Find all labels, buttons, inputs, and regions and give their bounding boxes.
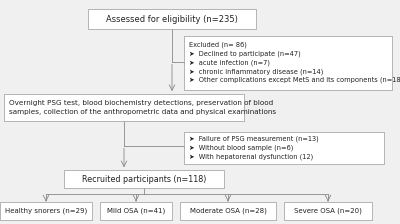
FancyBboxPatch shape bbox=[0, 202, 92, 220]
FancyBboxPatch shape bbox=[64, 170, 224, 188]
Text: Healthy snorers (n=29): Healthy snorers (n=29) bbox=[5, 207, 87, 214]
FancyBboxPatch shape bbox=[100, 202, 172, 220]
FancyBboxPatch shape bbox=[184, 36, 392, 90]
FancyBboxPatch shape bbox=[284, 202, 372, 220]
Text: Mild OSA (n=41): Mild OSA (n=41) bbox=[107, 207, 165, 214]
Text: Assessed for eligibility (n=235): Assessed for eligibility (n=235) bbox=[106, 15, 238, 24]
Text: Recruited participants (n=118): Recruited participants (n=118) bbox=[82, 175, 206, 184]
Text: Moderate OSA (n=28): Moderate OSA (n=28) bbox=[190, 207, 266, 214]
FancyBboxPatch shape bbox=[184, 132, 384, 164]
Text: Overnight PSG test, blood biochemistry detections, preservation of blood
samples: Overnight PSG test, blood biochemistry d… bbox=[9, 100, 276, 115]
FancyBboxPatch shape bbox=[88, 9, 256, 29]
FancyBboxPatch shape bbox=[4, 94, 244, 121]
FancyBboxPatch shape bbox=[180, 202, 276, 220]
Text: Severe OSA (n=20): Severe OSA (n=20) bbox=[294, 207, 362, 214]
Text: Excluded (n= 86)
➤  Declined to participate (n=47)
➤  acute infection (n=7)
➤  c: Excluded (n= 86) ➤ Declined to participa… bbox=[189, 42, 400, 84]
Text: ➤  Failure of PSG measurement (n=13)
➤  Without blood sample (n=6)
➤  With hepat: ➤ Failure of PSG measurement (n=13) ➤ Wi… bbox=[189, 136, 318, 160]
